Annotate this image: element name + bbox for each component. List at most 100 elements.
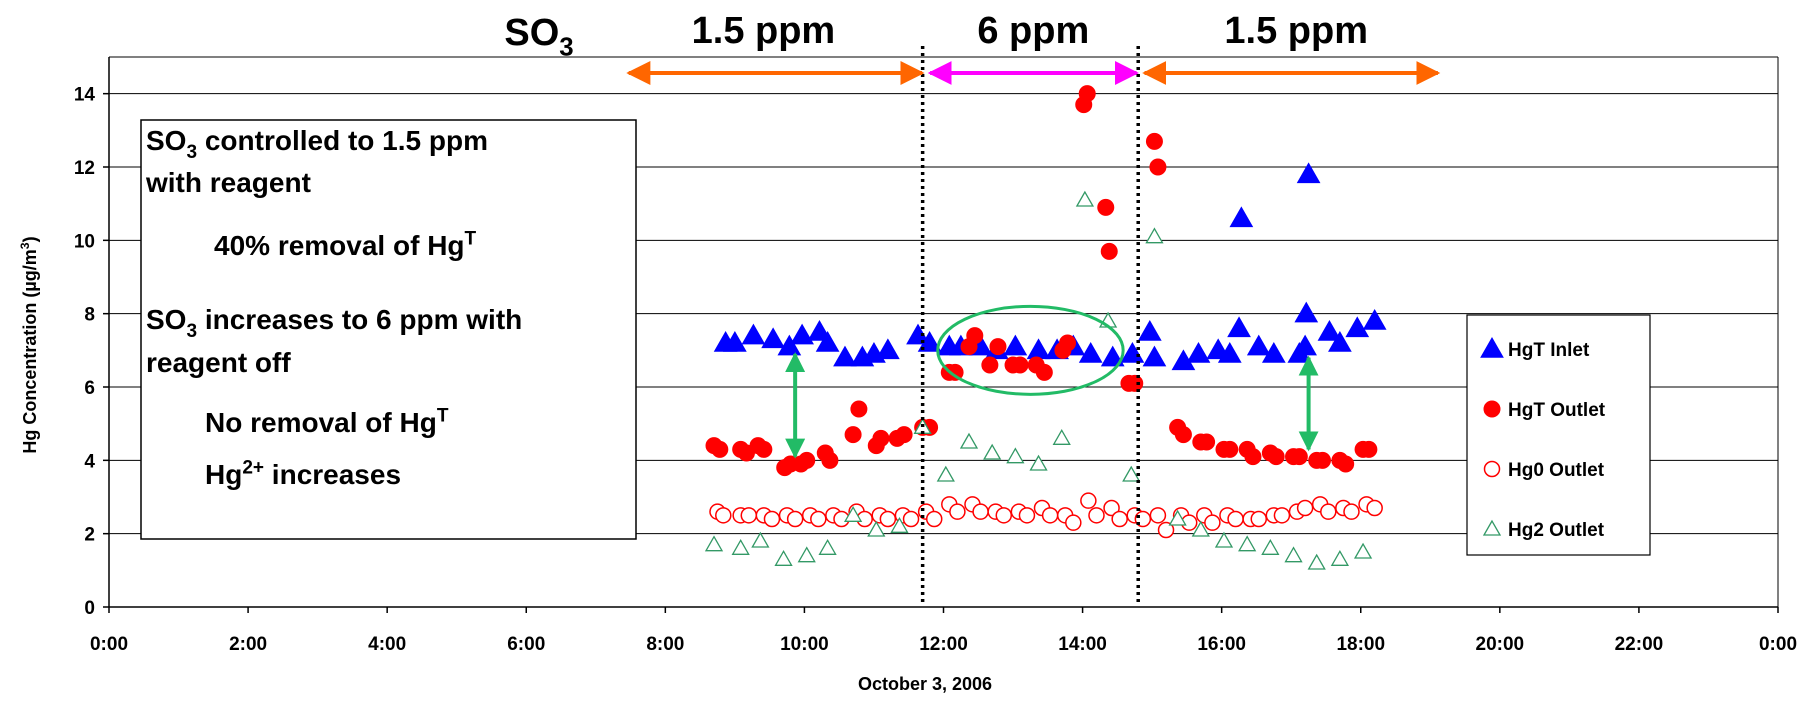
data-point xyxy=(1267,448,1285,466)
explanation-line: 40% removal of HgT xyxy=(214,228,477,261)
data-point xyxy=(797,546,816,563)
data-point xyxy=(761,327,785,349)
region-label: 1.5 ppm xyxy=(692,10,836,52)
data-point xyxy=(902,510,920,528)
data-point xyxy=(946,363,964,381)
data-point xyxy=(741,323,766,345)
data-point xyxy=(1227,510,1244,528)
data-point xyxy=(1122,465,1141,482)
explanation-line: reagent off xyxy=(146,347,291,378)
data-point xyxy=(1353,542,1373,559)
data-point xyxy=(731,539,750,555)
x-tick-label: 14:00 xyxy=(1058,634,1107,655)
x-tick-label: 18:00 xyxy=(1336,634,1385,655)
legend-marker xyxy=(1483,400,1501,418)
legend-label: HgT Outlet xyxy=(1508,400,1606,421)
legend-item: Hg0 Outlet xyxy=(1483,460,1605,481)
x-axis-label: October 3, 2006 xyxy=(858,674,992,694)
y-tick-label: 4 xyxy=(84,451,95,472)
data-series xyxy=(704,85,1387,570)
explanation-line: SO3 increases to 6 ppm with xyxy=(146,304,522,342)
data-point xyxy=(1097,198,1115,216)
data-point xyxy=(983,443,1002,460)
data-point xyxy=(1145,132,1163,150)
data-point xyxy=(711,440,729,458)
x-tick-label: 16:00 xyxy=(1197,634,1246,655)
data-point xyxy=(876,338,900,360)
legend-item: Hg2 Outlet xyxy=(1482,519,1605,541)
data-point xyxy=(1145,227,1164,244)
region-label: 1.5 ppm xyxy=(1224,10,1368,52)
y-tick-label: 14 xyxy=(74,85,96,106)
data-point xyxy=(989,338,1007,356)
data-point xyxy=(1052,429,1071,445)
y-tick-label: 0 xyxy=(84,598,95,619)
data-point xyxy=(1360,440,1378,458)
x-tick-label: 8:00 xyxy=(646,634,684,655)
data-point xyxy=(1191,520,1210,537)
data-point xyxy=(1284,546,1303,563)
data-point xyxy=(1343,503,1360,520)
data-point xyxy=(1314,451,1332,469)
data-point xyxy=(1294,301,1319,323)
data-point xyxy=(1142,345,1167,367)
data-point xyxy=(1003,334,1028,356)
x-tick-label: 12:00 xyxy=(919,634,968,655)
x-tick-label: 6:00 xyxy=(507,634,545,655)
data-point xyxy=(895,426,913,444)
x-tick-label: 0:00 xyxy=(1759,634,1797,655)
data-point xyxy=(1214,531,1234,548)
legend: HgT Inlet HgT Outlet Hg0 Outlet Hg2 Outlet xyxy=(1466,314,1651,556)
data-point xyxy=(966,327,984,345)
x-tick-label: 22:00 xyxy=(1615,634,1664,655)
data-point xyxy=(1330,550,1350,566)
legend-label: Hg0 Outlet xyxy=(1508,460,1605,481)
data-point xyxy=(1186,341,1211,363)
explanation-line: No removal of HgT xyxy=(205,405,449,438)
data-point xyxy=(1088,507,1105,524)
data-point xyxy=(1273,507,1291,524)
legend-marker xyxy=(1480,336,1504,358)
data-point xyxy=(1006,447,1025,464)
data-point xyxy=(1362,308,1387,330)
data-point xyxy=(798,451,816,469)
data-point xyxy=(751,531,770,548)
data-point xyxy=(1307,553,1326,570)
data-point xyxy=(890,517,909,533)
x-tick-label: 0:00 xyxy=(90,634,128,655)
data-point xyxy=(1261,539,1280,555)
data-point xyxy=(867,520,886,537)
data-point xyxy=(1198,433,1216,451)
data-point xyxy=(1035,363,1053,381)
data-point xyxy=(843,506,863,522)
data-point xyxy=(786,510,804,528)
data-point xyxy=(1227,316,1251,338)
data-point xyxy=(810,510,827,528)
data-point xyxy=(972,503,989,520)
data-point xyxy=(1366,499,1383,517)
data-point xyxy=(1103,499,1120,517)
data-point xyxy=(995,507,1013,524)
data-point xyxy=(1238,535,1257,552)
data-point xyxy=(715,507,732,524)
y-tick-label: 2 xyxy=(84,525,95,546)
tick-labels: 0 2 4 6 8 10 12 14 0:00 2:00 4:00 6:00 8:00 10:00 12:0… xyxy=(74,85,1797,655)
data-point xyxy=(755,440,773,458)
explanation-box-frame xyxy=(140,119,637,540)
data-point xyxy=(1244,448,1262,466)
data-point xyxy=(1296,499,1314,517)
y-tick-label: 8 xyxy=(84,305,95,326)
legend-item: HgT Outlet xyxy=(1483,400,1606,421)
legend-marker xyxy=(1483,460,1501,478)
data-point xyxy=(1290,448,1308,466)
explanation-line: SO3 controlled to 1.5 ppm xyxy=(146,125,488,163)
legend-label: Hg2 Outlet xyxy=(1508,520,1605,541)
data-point xyxy=(1320,503,1337,520)
data-point xyxy=(1168,509,1187,526)
data-point xyxy=(1174,426,1192,444)
data-point xyxy=(704,535,724,552)
series-hgt-inlet xyxy=(713,162,1387,371)
data-point xyxy=(1100,242,1118,260)
data-point xyxy=(1328,330,1352,352)
data-point xyxy=(844,426,862,444)
